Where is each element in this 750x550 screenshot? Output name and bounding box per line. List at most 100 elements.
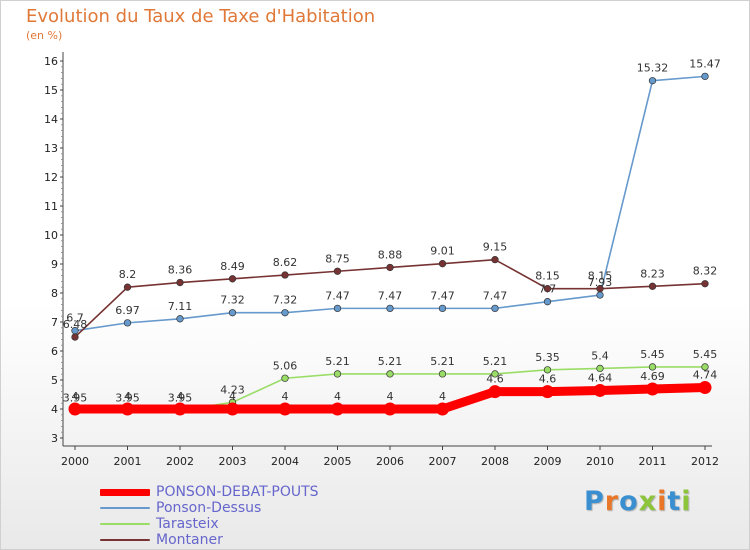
legend-label: Montaner <box>156 532 223 548</box>
y-tick-label: 4 <box>51 403 58 416</box>
data-point <box>228 275 237 283</box>
data-label: 4.74 <box>693 369 718 382</box>
data-label: 3.95 <box>63 391 88 404</box>
data-label: 7.32 <box>273 294 298 307</box>
data-point <box>491 256 499 264</box>
y-tick-label: 15 <box>44 84 58 97</box>
data-label: 5.06 <box>273 359 298 372</box>
data-point <box>386 263 394 272</box>
y-tick-label: 10 <box>44 229 58 242</box>
data-label: 4.69 <box>640 370 665 383</box>
data-label: 8.15 <box>588 270 613 283</box>
data-point <box>386 370 394 378</box>
data-point <box>436 402 449 416</box>
data-label: 3.95 <box>168 391 193 404</box>
logo-letter: t <box>667 486 682 517</box>
data-point <box>173 402 187 416</box>
data-label: 5.4 <box>591 349 609 362</box>
data-point <box>176 278 184 287</box>
data-point <box>698 381 712 395</box>
y-tick-label: 11 <box>44 200 58 213</box>
data-point <box>123 319 132 327</box>
data-point <box>68 402 82 416</box>
data-label: 4 <box>124 390 131 403</box>
data-label: 7.47 <box>325 289 350 302</box>
data-label: 5.21 <box>483 355 508 368</box>
x-tick-label: 2007 <box>429 455 457 468</box>
data-label: 4.6 <box>486 373 504 386</box>
data-label: 7.47 <box>483 289 508 302</box>
data-label: 9.01 <box>430 245 455 258</box>
data-point <box>596 285 604 293</box>
data-point <box>593 383 607 397</box>
data-point <box>596 291 604 299</box>
data-label: 8.23 <box>640 267 665 280</box>
data-label: 8.88 <box>378 248 403 261</box>
data-point <box>386 304 394 313</box>
data-label: 7.7 <box>539 283 557 296</box>
data-label: 7.47 <box>378 289 403 302</box>
x-tick-label: 2006 <box>376 455 404 468</box>
data-label: 4 <box>177 390 184 403</box>
data-label: 4 <box>72 390 79 403</box>
data-label: 6.48 <box>63 318 88 331</box>
data-point <box>281 271 289 279</box>
data-label: 5.21 <box>325 355 350 368</box>
logo-letter: o <box>619 486 639 517</box>
data-point <box>123 283 132 291</box>
logo-letter: x <box>638 486 658 517</box>
data-label: 5.21 <box>430 355 455 368</box>
data-point <box>121 402 134 416</box>
y-tick-label: 5 <box>51 374 58 387</box>
data-label: 8.2 <box>119 268 137 281</box>
data-label: 15.32 <box>637 62 669 75</box>
data-label: 4.23 <box>220 383 245 396</box>
data-label: 5.45 <box>693 348 718 361</box>
data-point <box>331 402 344 416</box>
data-label: 5.45 <box>640 348 665 361</box>
y-tick-label: 6 <box>51 345 58 358</box>
data-point <box>648 282 657 290</box>
x-tick-label: 2002 <box>166 455 194 468</box>
data-point <box>701 72 709 81</box>
data-label: 4 <box>387 390 394 403</box>
y-tick-label: 7 <box>51 316 58 329</box>
logo-letter: P <box>584 486 605 517</box>
chart-subtitle: (en %) <box>26 29 63 42</box>
legend-swatch <box>100 489 150 496</box>
data-point <box>648 77 657 85</box>
data-label: 4 <box>229 390 236 403</box>
x-tick-label: 2008 <box>481 455 509 468</box>
y-tick-label: 8 <box>51 287 58 300</box>
data-point <box>438 304 447 313</box>
data-label: 5.35 <box>535 351 560 364</box>
data-label: 8.49 <box>220 260 245 273</box>
legend-swatch <box>100 507 150 509</box>
x-tick-label: 2000 <box>61 455 89 468</box>
data-point <box>543 285 552 293</box>
data-point <box>648 363 657 371</box>
data-label: 4.64 <box>588 371 613 384</box>
data-label: 4.6 <box>539 373 557 386</box>
x-tick-label: 2009 <box>534 455 562 468</box>
data-label: 6.7 <box>66 312 84 325</box>
data-point <box>543 366 552 374</box>
data-label: 8.36 <box>168 264 193 277</box>
y-tick-label: 16 <box>44 55 58 68</box>
y-tick-label: 13 <box>44 142 58 155</box>
data-label: 5.21 <box>378 355 403 368</box>
y-tick-label: 9 <box>51 258 58 271</box>
data-point <box>596 364 604 373</box>
data-label: 8.62 <box>273 256 298 269</box>
data-label: 4 <box>282 390 289 403</box>
data-point <box>438 370 447 378</box>
data-label: 15.47 <box>689 57 721 70</box>
x-tick-label: 2010 <box>586 455 614 468</box>
data-label: 7.11 <box>168 300 193 313</box>
data-point <box>71 333 79 341</box>
data-point <box>226 402 239 416</box>
data-label: 7.32 <box>220 294 245 307</box>
data-point <box>333 304 342 313</box>
data-label: 7.47 <box>430 289 455 302</box>
data-label: 6.97 <box>115 304 140 317</box>
